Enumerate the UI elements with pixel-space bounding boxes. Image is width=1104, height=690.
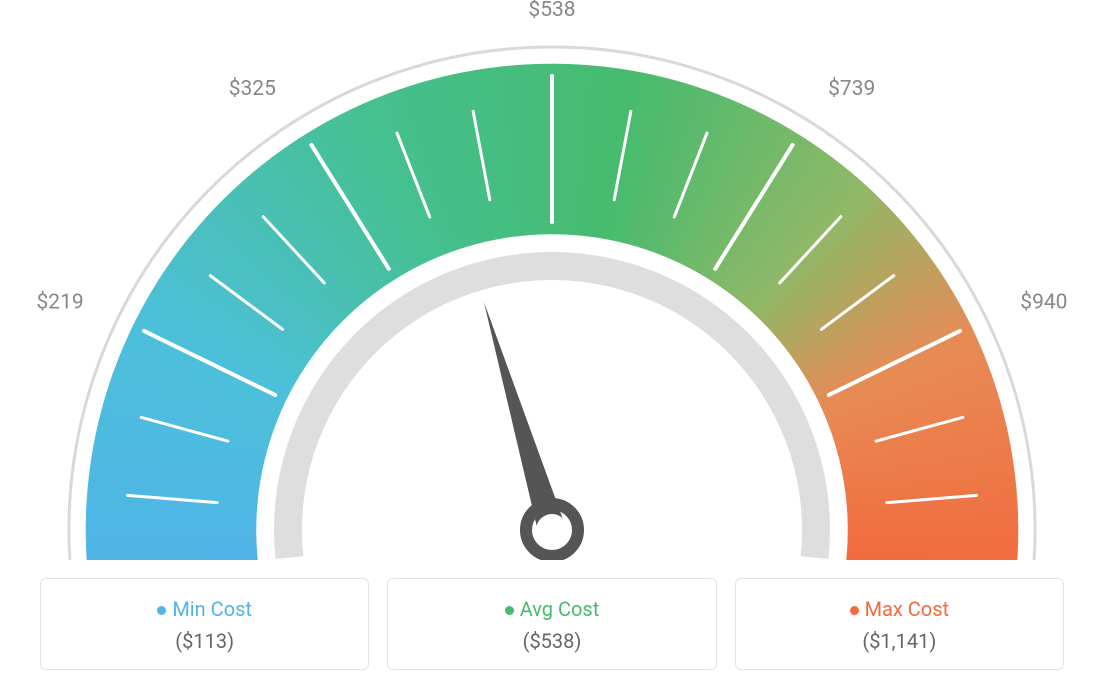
dot-icon (157, 606, 166, 615)
legend-row: Min Cost ($113) Avg Cost ($538) Max Cost… (40, 578, 1064, 670)
gauge-chart: $113$219$325$538$739$940$1,141 (0, 0, 1104, 560)
svg-text:$739: $739 (828, 77, 875, 101)
legend-card-avg: Avg Cost ($538) (387, 578, 716, 670)
gauge-svg: $113$219$325$538$739$940$1,141 (0, 0, 1104, 560)
legend-label-min: Min Cost (51, 597, 358, 621)
legend-value-min: ($113) (51, 629, 358, 653)
svg-text:$219: $219 (37, 291, 84, 315)
svg-text:$538: $538 (528, 0, 575, 22)
dot-icon (850, 606, 859, 615)
svg-text:$940: $940 (1020, 291, 1067, 315)
legend-label-text: Min Cost (172, 597, 252, 621)
dot-icon (505, 606, 514, 615)
legend-label-text: Avg Cost (520, 597, 600, 621)
legend-label-text: Max Cost (865, 597, 950, 621)
legend-card-min: Min Cost ($113) (40, 578, 369, 670)
svg-text:$325: $325 (229, 77, 276, 101)
legend-value-avg: ($538) (398, 629, 705, 653)
legend-label-max: Max Cost (746, 597, 1053, 621)
legend-label-avg: Avg Cost (398, 597, 705, 621)
chart-container: $113$219$325$538$739$940$1,141 Min Cost … (0, 0, 1104, 690)
legend-value-max: ($1,141) (746, 629, 1053, 653)
legend-card-max: Max Cost ($1,141) (735, 578, 1064, 670)
